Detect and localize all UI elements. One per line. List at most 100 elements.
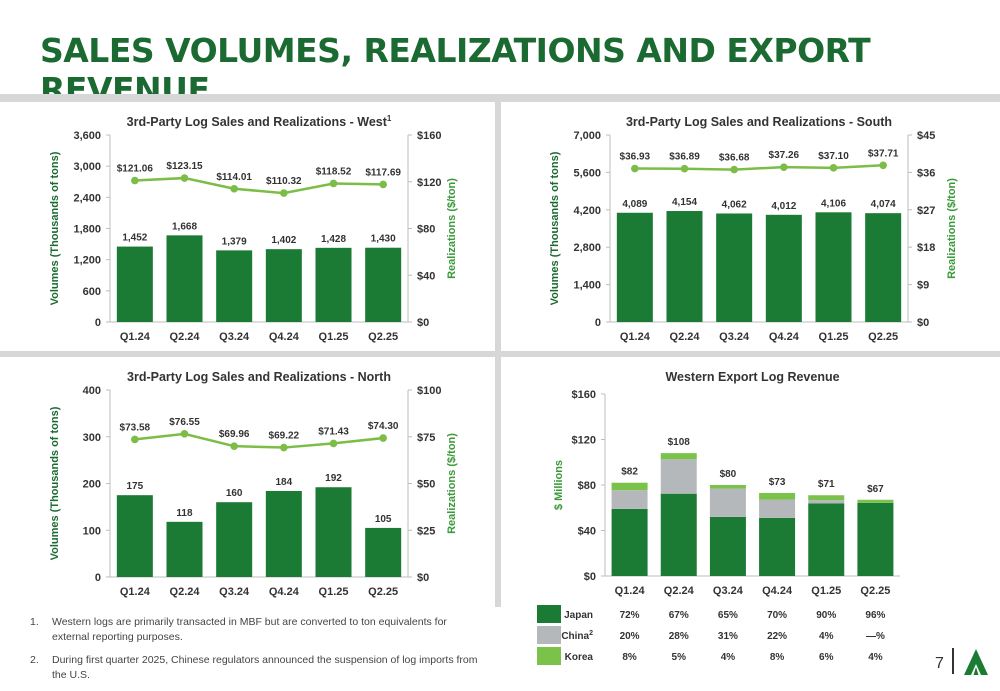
chart-title-text: 3rd-Party Log Sales and Realizations - S… (626, 115, 892, 129)
realization-data-label: $121.06 (117, 164, 154, 175)
revenue-segment-korea (611, 482, 648, 491)
revenue-segment-korea (660, 453, 697, 460)
volume-bar (216, 250, 253, 322)
realization-data-label: $74.30 (368, 421, 399, 432)
share-cell: 8% (622, 652, 637, 663)
volume-data-label: 175 (126, 481, 143, 492)
realization-marker (829, 164, 838, 172)
x-tick-label: Q2.25 (860, 585, 890, 597)
y-tick-label: 1,400 (573, 280, 601, 292)
volume-data-label: 105 (375, 514, 392, 525)
share-cell: 67% (669, 610, 689, 621)
revenue-segment-china (660, 459, 697, 494)
footnote: 2. During first quarter 2025, Chinese re… (30, 653, 480, 683)
realization-line (134, 432, 384, 449)
y-axis-title: Volumes (Thousands of tons) (49, 406, 61, 560)
x-tick-label: Q3.24 (219, 586, 250, 598)
revenue-segment-japan (611, 508, 648, 576)
volume-bar (815, 212, 852, 322)
revenue-segment-korea (808, 495, 845, 501)
y-tick-label: 2,400 (73, 192, 101, 204)
share-cell: 72% (620, 610, 640, 621)
share-cell: 8% (770, 652, 785, 663)
share-cell: 20% (620, 631, 640, 642)
y2-axis-title: Realizations ($/ton) (446, 433, 458, 534)
realization-data-label: $76.55 (169, 417, 200, 428)
x-tick-label: Q2.24 (670, 331, 701, 343)
volume-bar (265, 249, 302, 322)
share-cell: 70% (767, 610, 787, 621)
revenue-segment-korea (709, 485, 746, 489)
volume-bar (315, 487, 352, 577)
tree-logo-icon (964, 649, 988, 675)
realization-data-label: $73.58 (120, 422, 151, 433)
volume-data-label: 4,074 (871, 199, 896, 210)
revenue-segment-china (709, 488, 746, 517)
share-cell: 28% (669, 631, 689, 642)
volume-bar (365, 247, 402, 322)
y-tick-label: 0 (95, 572, 101, 584)
x-tick-label: Q4.24 (769, 331, 800, 343)
y2-tick-label: $27 (917, 205, 935, 217)
x-tick-label: Q1.25 (319, 331, 349, 343)
realization-marker (280, 189, 288, 197)
revenue-segment-china (611, 490, 648, 509)
volume-data-label: 192 (325, 473, 342, 484)
horizontal-divider (0, 351, 1000, 357)
footnote-text: During first quarter 2025, Chinese regul… (52, 654, 478, 681)
realization-marker (131, 176, 139, 185)
x-tick-label: Q2.24 (170, 586, 201, 598)
realization-data-label: $37.10 (818, 151, 849, 162)
chart-title: 3rd-Party Log Sales and Realizations - W… (127, 114, 392, 129)
y2-tick-label: $45 (917, 130, 935, 142)
realization-data-label: $37.26 (769, 150, 800, 161)
revenue-segment-china (808, 500, 845, 504)
y-tick-label: 600 (83, 286, 101, 298)
realization-marker (631, 164, 639, 173)
share-cell: 4% (868, 652, 883, 663)
legend-label: Japan (564, 610, 593, 621)
realization-data-label: $114.01 (216, 172, 252, 183)
x-tick-label: Q4.24 (762, 585, 793, 597)
realization-marker (280, 443, 288, 452)
y2-tick-label: $100 (417, 385, 441, 397)
volume-data-label: 160 (226, 488, 243, 499)
revenue-total-label: $82 (621, 467, 638, 478)
volume-bar (116, 246, 153, 322)
y-axis-title: Volumes (Thousands of tons) (49, 151, 61, 305)
y-tick-label: 1,800 (73, 224, 101, 236)
legend-swatch-china (537, 626, 561, 644)
chart-title: Western Export Log Revenue (665, 370, 839, 384)
footnote-number: 2. (30, 654, 39, 666)
footnote-number: 1. (30, 616, 39, 628)
realization-marker (780, 163, 788, 171)
revenue-segment-japan (759, 517, 796, 576)
volume-bar (315, 247, 352, 322)
x-tick-label: Q4.24 (269, 331, 300, 343)
y-tick-label: 400 (83, 385, 101, 397)
legend-label: China2 (561, 630, 593, 642)
realization-data-label: $71.43 (318, 426, 349, 437)
volume-bar (765, 214, 802, 322)
y-tick-label: 300 (83, 432, 101, 444)
volume-data-label: 1,430 (371, 234, 396, 245)
y-tick-label: $80 (578, 480, 596, 492)
x-tick-label: Q3.24 (719, 331, 750, 343)
x-tick-label: Q2.24 (170, 331, 201, 343)
x-tick-label: Q1.24 (620, 331, 651, 343)
y-tick-label: 1,200 (73, 255, 101, 267)
y-tick-label: 3,000 (73, 161, 101, 173)
revenue-total-label: $80 (720, 469, 737, 480)
share-cell: 90% (816, 610, 836, 621)
volume-data-label: 4,154 (672, 197, 697, 208)
x-tick-label: Q2.25 (868, 331, 898, 343)
realization-data-label: $36.68 (719, 153, 750, 164)
volume-bar (365, 527, 402, 577)
volume-data-label: 1,452 (122, 233, 147, 244)
y2-tick-label: $0 (417, 572, 429, 584)
volume-data-label: 4,106 (821, 198, 846, 209)
revenue-segment-japan (660, 493, 697, 576)
chart-title: 3rd-Party Log Sales and Realizations - N… (127, 370, 391, 384)
chart-title-text: 3rd-Party Log Sales and Realizations - N… (127, 370, 391, 384)
y-tick-label: 3,600 (73, 130, 101, 142)
